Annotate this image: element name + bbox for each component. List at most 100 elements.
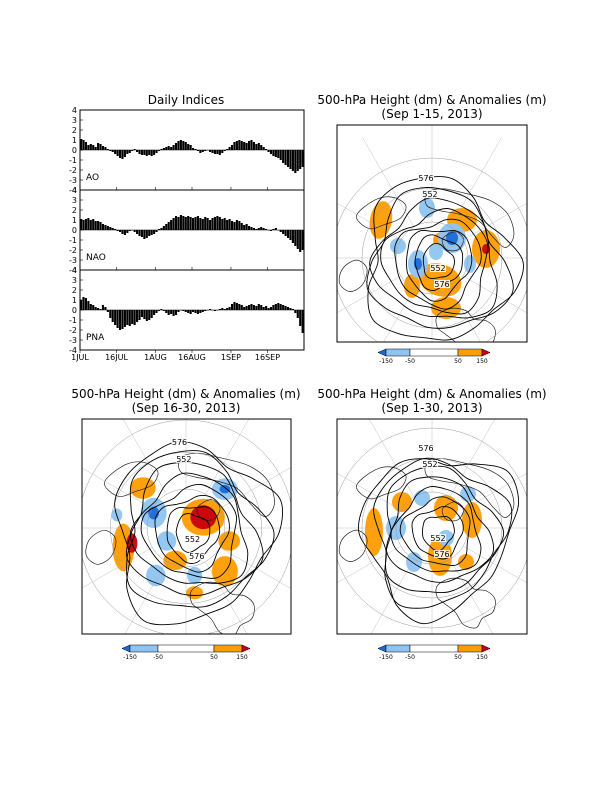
bar-pna [196, 310, 199, 314]
bar-nao [294, 230, 297, 246]
colorbar-end-low [377, 348, 387, 357]
bar-nao [245, 224, 248, 230]
bar-ao [189, 145, 192, 150]
height-contour [380, 208, 489, 315]
y-tick-label: 4 [72, 186, 77, 195]
bar-ao [238, 140, 241, 150]
bar-ao [153, 150, 156, 155]
bar-ao [240, 141, 243, 150]
contour-label: 552 [185, 535, 200, 544]
contour-label: 576 [418, 174, 433, 183]
y-tick-label: 2 [72, 206, 77, 215]
bar-pna [262, 307, 265, 310]
bar-pna [106, 310, 109, 312]
colorbar-tick-label: 50 [454, 358, 462, 365]
x-tick-label: 16SEP [255, 353, 280, 362]
bar-nao [189, 217, 192, 230]
bar-ao [265, 149, 268, 150]
colorbar-segment [385, 644, 411, 653]
bar-nao [155, 230, 158, 232]
colorbar-segment [409, 348, 459, 357]
bar-nao [123, 230, 126, 235]
bar-nao [243, 225, 246, 230]
bar-nao [274, 228, 277, 230]
bar-nao [196, 216, 199, 230]
bar-ao [201, 150, 204, 152]
bar-pna [250, 304, 253, 310]
bar-pna [126, 310, 129, 325]
map1-subtitle: (Sep 1-15, 2013) [381, 107, 482, 121]
bar-pna [221, 308, 224, 310]
height-contour [114, 441, 283, 626]
y-tick-label: 4 [72, 266, 77, 275]
contour-label: 576 [189, 552, 204, 561]
bar-nao [118, 230, 122, 232]
anomaly-or [129, 477, 156, 499]
colorbar-tick-label: -150 [123, 654, 137, 661]
colorbar-tick-label: -50 [405, 358, 415, 365]
bar-pna [87, 301, 90, 310]
bar-pna [84, 298, 87, 310]
bar-ao [262, 147, 265, 150]
meridian [205, 419, 250, 495]
y-tick-label: -3 [69, 256, 77, 265]
y-tick-label: -4 [69, 346, 77, 355]
bar-pna [82, 297, 85, 310]
bar-nao [82, 220, 85, 230]
anomaly-or [211, 556, 238, 587]
bar-ao [155, 150, 158, 153]
colorbar-end-low [377, 644, 387, 653]
panel-label: PNA [86, 333, 105, 343]
panel-label: AO [86, 173, 99, 183]
bar-nao [226, 220, 229, 230]
bar-ao [274, 150, 277, 157]
bar-nao [233, 222, 236, 230]
bar-nao [206, 218, 209, 230]
bar-pna [240, 305, 243, 310]
bar-pna [182, 310, 185, 311]
colorbar-tick-label: -150 [379, 654, 393, 661]
bar-nao [216, 216, 219, 230]
bar-nao [145, 230, 148, 238]
colorbar-end-high [481, 348, 491, 357]
bar-ao [296, 150, 299, 171]
y-tick-label: 4 [72, 106, 77, 115]
meridian [361, 136, 415, 227]
bar-pna [121, 310, 124, 329]
bar-ao [248, 141, 251, 150]
bar-pna [172, 310, 175, 316]
contour-label-bg [430, 534, 446, 542]
bar-pna [296, 310, 299, 318]
bar-ao [211, 150, 214, 153]
bar-pna [155, 310, 158, 313]
bar-ao [272, 150, 275, 156]
map2-subtitle: (Sep 16-30, 2013) [132, 401, 241, 415]
contour-label-bg [175, 455, 192, 464]
bar-nao [289, 230, 292, 240]
bar-nao [235, 220, 238, 230]
x-tick-label: 1JUL [71, 353, 89, 362]
bar-ao [199, 150, 202, 153]
bar-ao [184, 142, 187, 150]
bar-pna [104, 307, 107, 310]
y-tick-label: 3 [72, 276, 77, 285]
bar-nao [211, 218, 214, 230]
map1-body: 576 552 552 576 [337, 125, 527, 342]
bar-pna [238, 304, 241, 310]
meridian [82, 467, 153, 509]
y-tick-label: -3 [69, 176, 77, 185]
bar-pna [277, 303, 280, 310]
y-tick-label: 1 [72, 296, 77, 305]
bar-nao [192, 218, 195, 230]
meridian [449, 559, 494, 634]
bar-ao [157, 150, 161, 151]
bar-ao [209, 150, 212, 152]
bar-pna [194, 310, 197, 313]
bar-pna [131, 310, 134, 324]
bar-pna [189, 310, 192, 314]
bar-ao [213, 150, 217, 154]
meridian [337, 275, 401, 314]
